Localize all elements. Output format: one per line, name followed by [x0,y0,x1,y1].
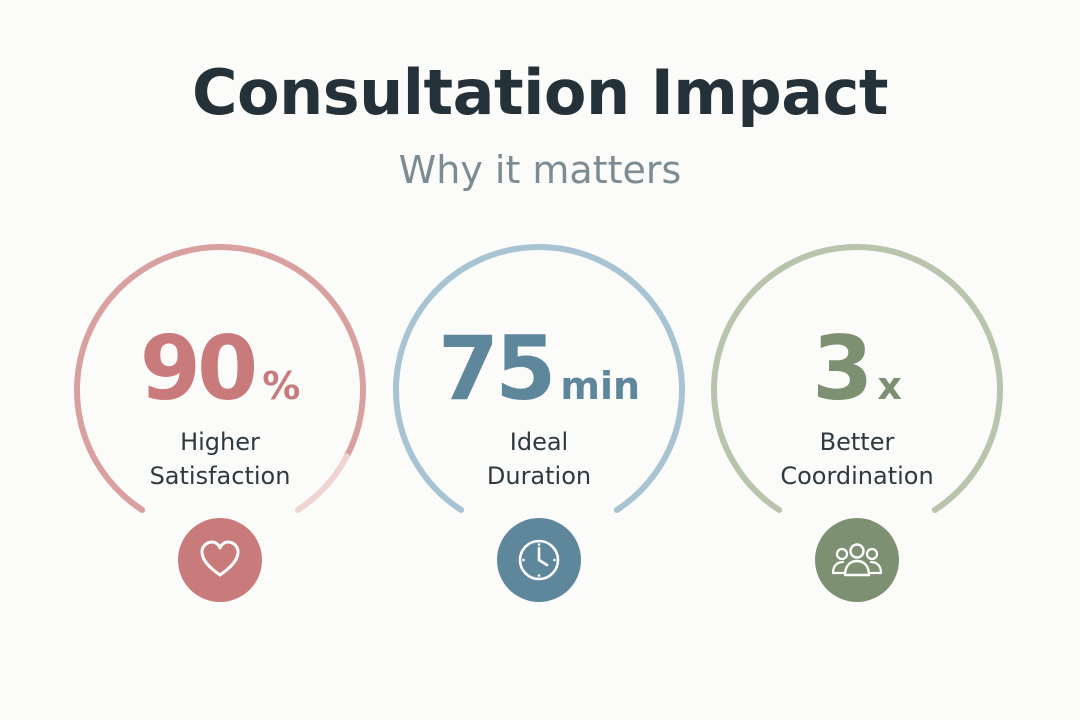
page-subtitle: Why it matters [398,148,682,192]
icon-badge [815,518,899,602]
metric-label: Ideal Duration [394,425,684,493]
page-title: Consultation Impact [192,56,889,129]
metric-label-line2: Satisfaction [149,462,291,490]
metric-label-line2: Coordination [780,462,934,490]
metric-value: 90% [75,317,365,420]
progress-ring [74,244,367,513]
icon-badge [178,518,262,602]
metric-label-line1: Better [819,428,895,456]
metric-card-duration: 75 min Ideal Duration [393,243,704,615]
metric-number: 75 [437,317,556,420]
metric-value: 75 min [394,317,684,420]
metric-card-satisfaction: 90% Higher Satisfaction [74,244,385,615]
ring-arc [74,244,367,513]
progress-ring [393,243,685,513]
heart-icon [200,540,240,577]
ring-arc [393,243,685,513]
people-group-icon [831,543,883,577]
metric-label-line1: Higher [180,428,260,456]
metric-unit: % [262,364,301,408]
metric-number: 3 [812,317,873,420]
metric-label: Higher Satisfaction [75,425,365,493]
metric-unit: min [560,364,641,408]
icon-badge [497,518,581,602]
progress-ring [711,243,1003,513]
ring-arc [711,243,1003,513]
metric-label: Better Coordination [712,425,1002,493]
metric-label-line1: Ideal [509,428,569,456]
ring-arc-faded [294,453,350,513]
metric-label-line2: Duration [486,462,592,490]
metric-unit: x [877,364,902,408]
metric-number: 90 [139,317,258,420]
clock-icon [518,539,560,581]
